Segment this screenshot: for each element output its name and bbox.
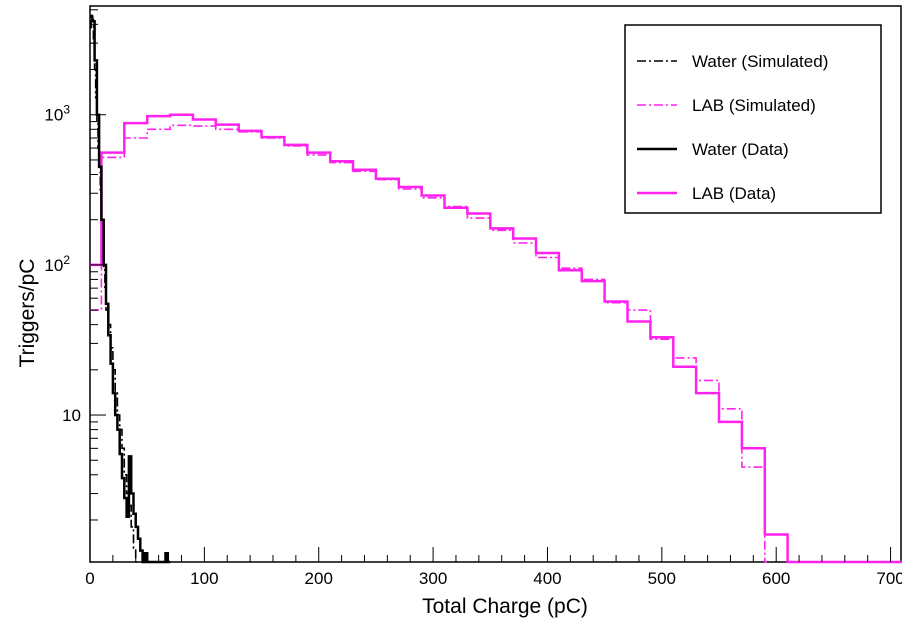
series-line-water-simulated: [90, 13, 138, 563]
legend-box: [624, 24, 882, 214]
y-tick-label: 10: [62, 406, 81, 425]
x-tick-label: 600: [762, 569, 790, 588]
x-tick-label: 0: [85, 569, 94, 588]
axis-ticks: 0 100 200 300 400 500 600 700 10 102 103: [44, 9, 902, 588]
plot-frame: [89, 5, 902, 563]
x-tick-label: 500: [648, 569, 676, 588]
x-tick-label: 200: [305, 569, 333, 588]
y-tick-label: 102: [44, 253, 70, 275]
x-tick-label: 300: [419, 569, 447, 588]
series-line-lab-data: [90, 113, 902, 564]
legend-label: LAB (Data): [692, 184, 776, 203]
legend-label: Water (Data): [692, 140, 789, 159]
y-axis-title: Triggers/pC: [16, 259, 39, 368]
legend: Water (Simulated) LAB (Simulated) Water (D…: [624, 24, 882, 214]
legend-label: Water (Simulated): [692, 52, 828, 71]
series-line-lab-simulated: [90, 124, 767, 563]
x-tick-label: 400: [533, 569, 561, 588]
x-tick-label: 700: [876, 569, 902, 588]
x-axis-title: Total Charge (pC): [422, 595, 588, 618]
legend-label: LAB (Simulated): [692, 96, 816, 115]
y-tick-label: 103: [44, 103, 70, 125]
plot-series: [90, 13, 902, 564]
series-line-water-data: [90, 15, 171, 564]
x-tick-label: 100: [190, 569, 218, 588]
axes: [89, 5, 902, 563]
